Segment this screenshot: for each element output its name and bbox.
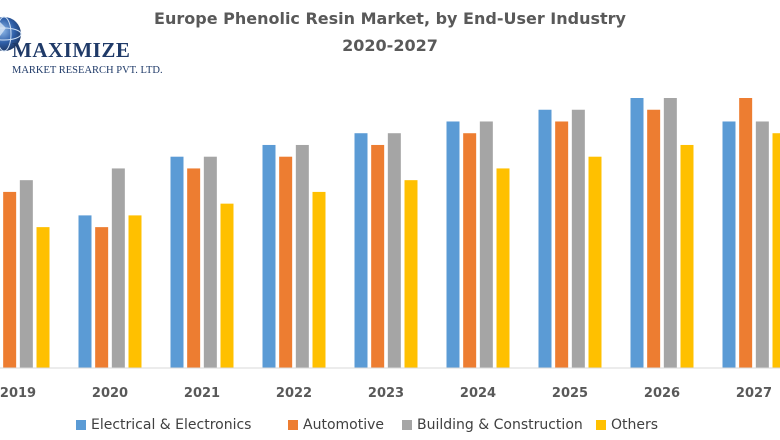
bar-2026-automotive xyxy=(647,109,661,369)
bar-2022-electrical-electronics xyxy=(262,144,276,368)
bar-2026-building-construction xyxy=(663,98,677,368)
x-tick-label: 2023 xyxy=(368,386,404,401)
x-tick-labels: 2019 2020 2021 2022 2023 2024 2025 2026 2027 xyxy=(0,386,772,401)
x-tick-label: 2020 xyxy=(92,386,128,401)
bar-2025-others xyxy=(588,156,602,368)
bar-2025-electrical-electronics xyxy=(538,109,552,369)
bar-2021-others xyxy=(220,203,234,368)
bar-2024-others xyxy=(496,168,510,368)
bar-2021-electrical-electronics xyxy=(170,156,184,368)
logo-name: MAXIMIZE xyxy=(12,38,131,62)
bar-2026-electrical-electronics xyxy=(630,98,644,368)
legend-swatch xyxy=(596,420,606,430)
bar-2023-electrical-electronics xyxy=(354,133,368,368)
bar-2022-automotive xyxy=(279,156,293,368)
bar-2021-building-construction xyxy=(203,156,217,368)
legend-label: Others xyxy=(611,417,659,433)
bar-2019-building-construction xyxy=(19,180,33,368)
x-tick-label: 2027 xyxy=(736,386,772,401)
chart-title: Europe Phenolic Resin Market, by End-Use… xyxy=(154,9,626,28)
bar-2021-automotive xyxy=(187,168,201,368)
bar-2020-automotive xyxy=(95,227,109,368)
bar-2025-automotive xyxy=(555,121,569,368)
bar-2027-building-construction xyxy=(755,121,769,368)
legend-label: Building & Construction xyxy=(417,417,583,433)
legend-swatch xyxy=(402,420,412,430)
bars-group xyxy=(3,98,780,369)
legend-item: Building & Construction xyxy=(402,413,583,437)
bar-2023-building-construction xyxy=(387,133,401,368)
company-logo: MAXIMIZE MARKET RESEARCH PVT. LTD. xyxy=(0,4,170,80)
legend-item: Automotive xyxy=(288,413,384,437)
bar-2026-others xyxy=(680,144,694,368)
bar-2024-electrical-electronics xyxy=(446,121,460,368)
legend-label: Automotive xyxy=(303,417,384,433)
logo-subtitle: MARKET RESEARCH PVT. LTD. xyxy=(12,65,163,76)
bar-2019-others xyxy=(36,227,50,368)
bar-2022-building-construction xyxy=(295,144,309,368)
x-tick-label: 2024 xyxy=(460,386,496,401)
x-tick-label: 2025 xyxy=(552,386,588,401)
bar-2027-electrical-electronics xyxy=(722,121,736,368)
globe-icon xyxy=(0,16,22,52)
x-tick-label: 2022 xyxy=(276,386,312,401)
x-tick-label: 2021 xyxy=(184,386,220,401)
x-tick-label: 2026 xyxy=(644,386,680,401)
bar-2022-others xyxy=(312,191,326,368)
bar-2024-building-construction xyxy=(479,121,493,368)
bar-2027-automotive xyxy=(739,98,753,368)
bar-2025-building-construction xyxy=(571,109,585,369)
bar-2019-automotive xyxy=(3,191,17,368)
chart-legend: Electrical & Electronics Automotive Buildi… xyxy=(0,413,780,437)
legend-item: Others xyxy=(596,413,658,437)
legend-swatch xyxy=(288,420,298,430)
bar-2024-automotive xyxy=(463,133,477,368)
bar-2027-others xyxy=(772,133,780,368)
bar-2020-electrical-electronics xyxy=(78,215,92,368)
legend-swatch xyxy=(76,420,86,430)
legend-label: Electrical & Electronics xyxy=(91,417,252,433)
chart-subtitle: 2020-2027 xyxy=(342,36,438,55)
bar-2020-others xyxy=(128,215,142,368)
x-tick-label: 2019 xyxy=(0,386,36,401)
bar-2020-building-construction xyxy=(111,168,125,368)
legend-item: Electrical & Electronics xyxy=(76,413,251,437)
bar-2023-automotive xyxy=(371,144,385,368)
bar-2023-others xyxy=(404,180,418,368)
